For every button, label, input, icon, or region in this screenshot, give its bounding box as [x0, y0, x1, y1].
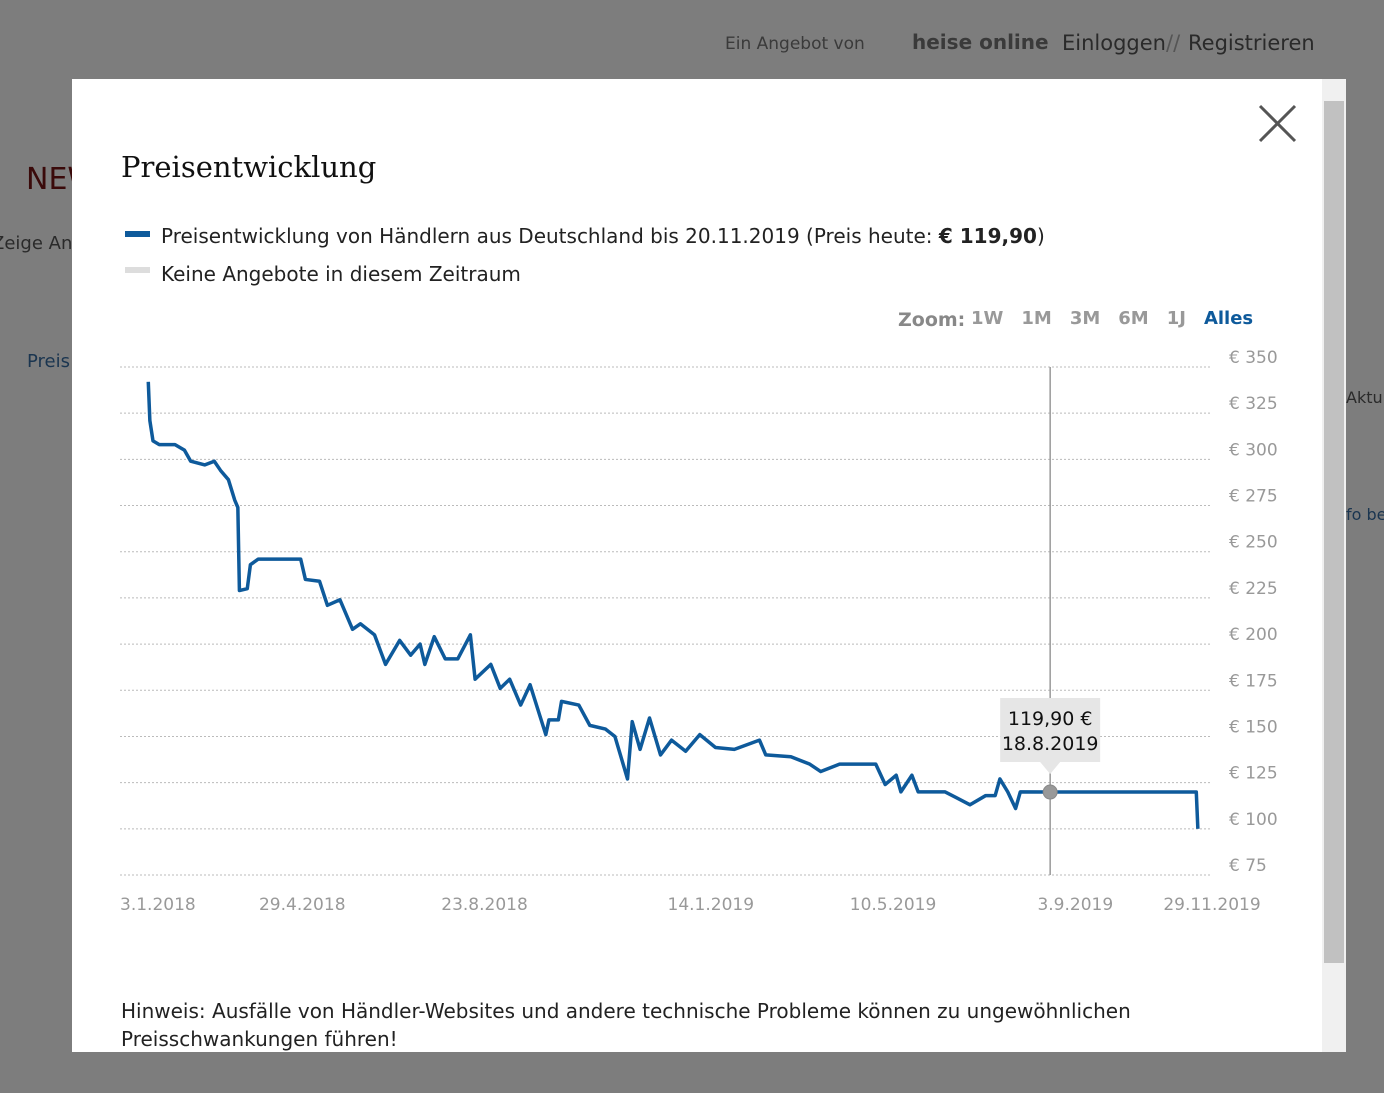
legend-swatch — [125, 231, 150, 237]
y-tick-label: € 225 — [1229, 579, 1278, 599]
modal-title: Preisentwicklung — [121, 150, 376, 184]
legend-end: ) — [1037, 224, 1045, 248]
zoom-button[interactable]: 6M — [1118, 308, 1148, 329]
y-tick-label: € 300 — [1229, 440, 1278, 460]
legend-text: Preisentwicklung von Händlern aus Deutsc… — [161, 224, 1045, 248]
hover-marker — [1042, 784, 1058, 800]
y-tick-label: € 250 — [1229, 533, 1278, 553]
y-tick-label: € 75 — [1229, 856, 1267, 876]
y-tick-label: € 150 — [1229, 717, 1278, 737]
zoom-button[interactable]: Alles — [1204, 308, 1253, 329]
y-tick-label: € 275 — [1229, 487, 1278, 507]
price-modal — [72, 79, 1346, 1052]
x-tick-label: 14.1.2019 — [668, 895, 755, 915]
tooltip-box — [1000, 698, 1101, 774]
legend-label: Preisentwicklung von Händlern aus Deutsc… — [161, 224, 939, 248]
offer-text: Ein Angebot von — [725, 34, 865, 54]
legend-text: Keine Angebote in diesem Zeitraum — [161, 262, 521, 286]
brand[interactable]: heise online — [912, 30, 1049, 54]
zoom-button[interactable]: 1W — [971, 308, 1004, 329]
zoom-button[interactable]: 3M — [1070, 308, 1100, 329]
price-tab[interactable]: Preis — [27, 351, 70, 372]
login[interactable]: Einloggen — [1062, 31, 1166, 55]
x-tick-label: 29.11.2019 — [1163, 895, 1260, 915]
x-tick-label: 3.1.2018 — [120, 895, 196, 915]
register[interactable]: Registrieren — [1188, 31, 1315, 55]
y-tick-label: € 325 — [1229, 394, 1278, 414]
current-text: Aktu — [1346, 388, 1383, 407]
tooltip-date: 18.8.2019 — [1002, 733, 1099, 755]
close-button[interactable] — [1258, 104, 1297, 143]
y-tick-label: € 100 — [1229, 810, 1278, 830]
show-text: Zeige Ang — [0, 233, 84, 254]
y-tick-label: € 175 — [1229, 671, 1278, 691]
note: Hinweis: Ausfälle von Händler-Websites u… — [121, 999, 1131, 1051]
zoom-button[interactable]: 1J — [1167, 308, 1186, 329]
legend-swatch — [125, 267, 150, 273]
separator: // — [1166, 31, 1181, 55]
scroll-thumb[interactable] — [1324, 101, 1344, 963]
y-tick-label: € 125 — [1229, 764, 1278, 784]
zoom-label: Zoom: — [898, 309, 965, 331]
info-text: fo be — [1346, 505, 1384, 524]
legend-price: € 119,90 — [938, 224, 1037, 248]
y-tick-label: € 200 — [1229, 625, 1278, 645]
x-tick-label: 10.5.2019 — [850, 895, 937, 915]
scrollbar[interactable] — [1322, 79, 1346, 1052]
y-tick-label: € 350 — [1229, 348, 1278, 368]
x-tick-label: 3.9.2019 — [1037, 895, 1113, 915]
x-tick-label: 29.4.2018 — [259, 895, 346, 915]
x-tick-label: 23.8.2018 — [441, 895, 528, 915]
zoom-button[interactable]: 1M — [1021, 308, 1051, 329]
tooltip-value: 119,90 € — [1008, 708, 1093, 730]
price-line — [146, 381, 1200, 829]
